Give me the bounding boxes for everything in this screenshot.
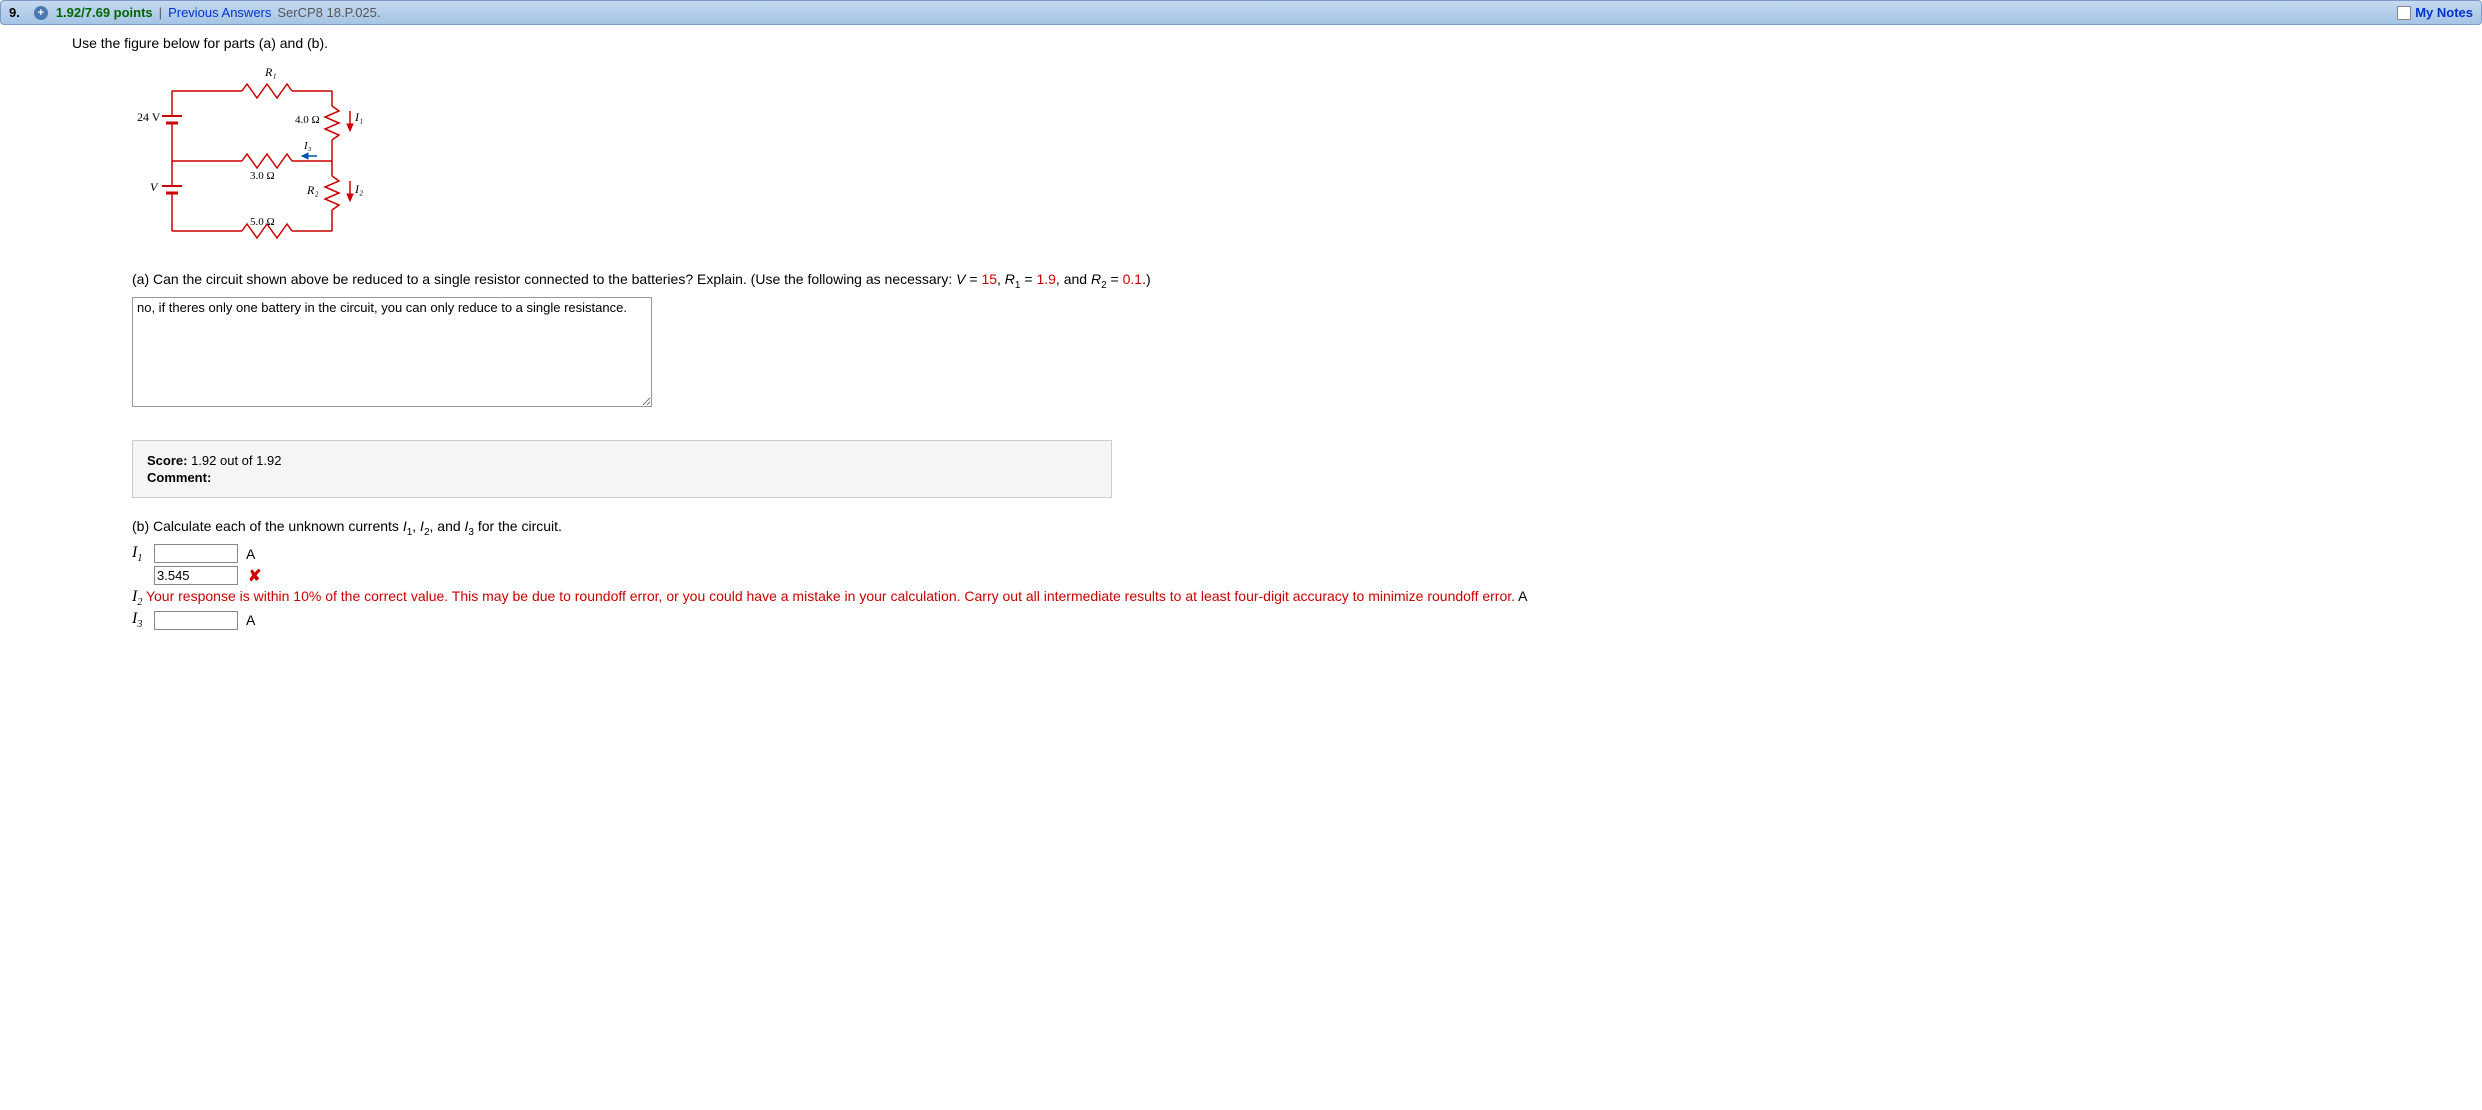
var-R1: R xyxy=(1005,271,1015,287)
part-a-answer-textarea[interactable] xyxy=(132,297,652,407)
separator: | xyxy=(159,5,162,20)
var-R2: R xyxy=(1091,271,1101,287)
previous-answers-link[interactable]: Previous Answers xyxy=(168,5,271,20)
answer-row-I2-feedback: I2 Your response is within 10% of the co… xyxy=(132,588,1632,608)
comma1: , xyxy=(997,271,1005,287)
eq2: = xyxy=(1020,271,1036,287)
pb-c2: , and xyxy=(430,518,465,534)
eq1: = xyxy=(965,271,981,287)
points-display: 1.92/7.69 points xyxy=(56,5,153,20)
part-b: (b) Calculate each of the unknown curren… xyxy=(132,518,1632,630)
pb-suffix: for the circuit. xyxy=(474,518,562,534)
answer-row-I1: I1 A xyxy=(132,544,1632,564)
part-a: (a) Can the circuit shown above be reduc… xyxy=(132,271,1632,498)
eq3: = xyxy=(1107,271,1123,287)
label-I3: I₃ xyxy=(303,140,312,152)
label-5ohm: 5.0 Ω xyxy=(250,216,275,228)
circuit-svg: R₁ 24 V 4.0 Ω I₁ I₃ 3.0 Ω V R₂ I₂ 5.0 Ω xyxy=(132,61,392,251)
label-4ohm: 4.0 Ω xyxy=(295,114,320,126)
var-I2: I2 xyxy=(132,588,142,605)
answer-row-I3: I3 A xyxy=(132,610,1632,630)
wrong-icon: ✘ xyxy=(248,566,261,586)
unit-I3: A xyxy=(246,612,255,628)
part-b-prompt: (b) Calculate each of the unknown curren… xyxy=(132,518,1632,538)
val-R2: 0.1 xyxy=(1123,271,1142,287)
label-3ohm: 3.0 Ω xyxy=(250,170,275,182)
var-I1: I1 xyxy=(132,544,154,564)
suffix: .) xyxy=(1142,271,1151,287)
label-I1: I₁ xyxy=(354,110,363,124)
question-header: 9. + 1.92/7.69 points | Previous Answers… xyxy=(0,0,2482,25)
circuit-figure: R₁ 24 V 4.0 Ω I₁ I₃ 3.0 Ω V R₂ I₂ 5.0 Ω xyxy=(132,61,2482,251)
question-content: Use the figure below for parts (a) and (… xyxy=(0,35,2482,630)
part-a-prompt: (a) Can the circuit shown above be reduc… xyxy=(132,271,1632,291)
pb-c1: , xyxy=(412,518,420,534)
label-R2: R₂ xyxy=(306,183,319,197)
val-R1: 1.9 xyxy=(1036,271,1055,287)
input-I3[interactable] xyxy=(154,611,238,630)
question-source: SerCP8 18.P.025. xyxy=(277,5,380,20)
score-row: Score: 1.92 out of 1.92 xyxy=(147,453,1097,468)
label-V: V xyxy=(150,180,159,194)
instruction-text: Use the figure below for parts (a) and (… xyxy=(72,35,2482,51)
label-24V: 24 V xyxy=(137,110,161,124)
comment-label: Comment: xyxy=(147,470,211,485)
unit-I1: A xyxy=(246,546,255,562)
score-value: 1.92 out of 1.92 xyxy=(187,453,281,468)
feedback-text: Your response is within 10% of the corre… xyxy=(146,588,1518,604)
expand-icon[interactable]: + xyxy=(34,6,48,20)
input-I1[interactable] xyxy=(154,544,238,563)
score-label: Score: xyxy=(147,453,187,468)
var-I3: I3 xyxy=(132,610,154,630)
input-I2[interactable] xyxy=(154,566,238,585)
score-box: Score: 1.92 out of 1.92 Comment: xyxy=(132,440,1112,498)
my-notes-link[interactable]: My Notes xyxy=(2415,5,2473,20)
answer-row-I2-input: ✘ xyxy=(132,566,1632,586)
label-I2: I₂ xyxy=(354,182,363,196)
label-R1: R₁ xyxy=(264,65,277,79)
and: , and xyxy=(1056,271,1091,287)
comment-row: Comment: xyxy=(147,470,1097,485)
notes-icon[interactable] xyxy=(2397,6,2411,20)
feedback-unit: A xyxy=(1518,588,1527,604)
question-number: 9. xyxy=(9,5,20,20)
val-V: 15 xyxy=(981,271,997,287)
pb-prefix: (b) Calculate each of the unknown curren… xyxy=(132,518,403,534)
part-a-prefix: (a) Can the circuit shown above be reduc… xyxy=(132,271,956,287)
